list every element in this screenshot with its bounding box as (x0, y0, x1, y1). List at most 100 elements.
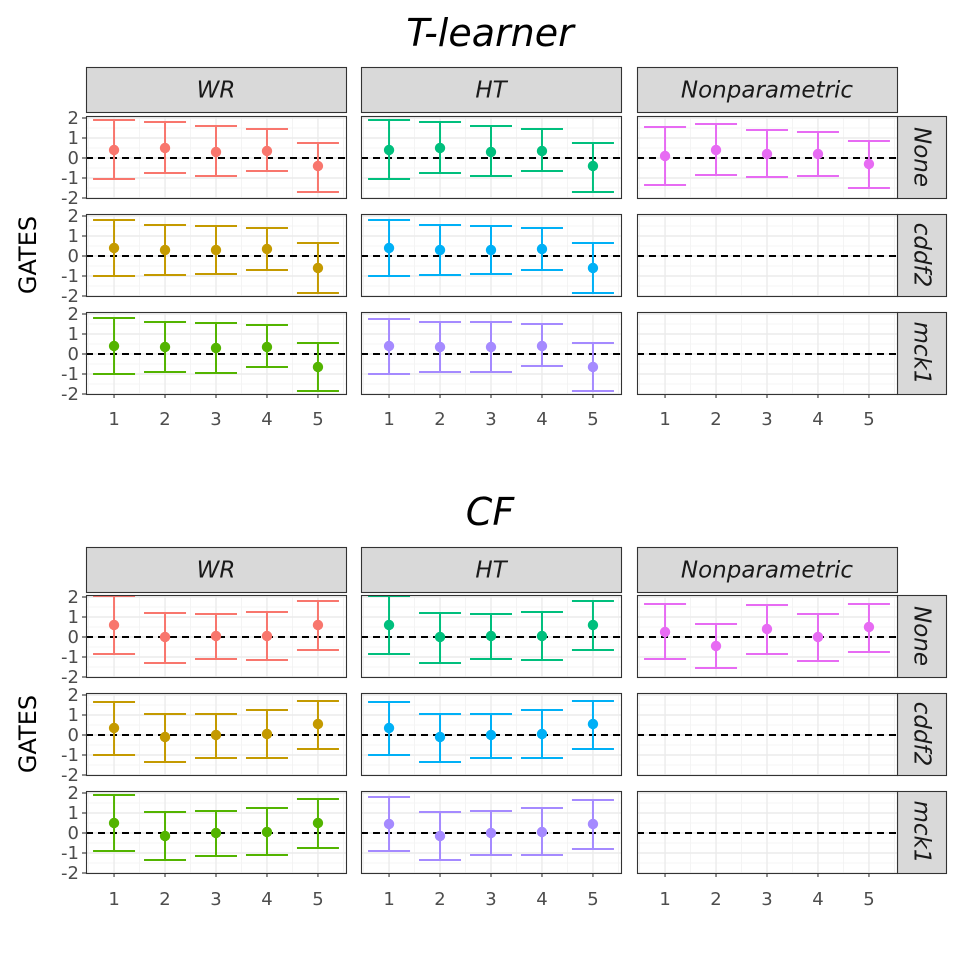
x-tick-label: 2 (159, 409, 170, 430)
x-tick-label: 4 (812, 889, 823, 910)
estimate-point (863, 621, 875, 633)
column-strip-label: HT (475, 78, 508, 104)
estimate-point (210, 630, 222, 642)
x-tick-label: 2 (710, 889, 721, 910)
y-tick-label: 2 (68, 685, 79, 706)
estimate-point (587, 619, 599, 631)
panel-border (636, 594, 899, 679)
estimate-point (108, 340, 120, 352)
y-tick-label: 1 (68, 607, 79, 628)
column-strip-label: Nonparametric (681, 558, 854, 584)
estimate-point (159, 830, 171, 842)
y-tick-label: -2 (61, 188, 79, 209)
x-tick-label: 3 (761, 409, 772, 430)
row-strip-label: cddf2 (909, 223, 935, 288)
estimate-point (587, 718, 599, 730)
panel-Nonparametric-cddf2 (636, 692, 899, 777)
panel-border (360, 115, 623, 200)
estimate-point (108, 144, 120, 156)
row-strip (896, 790, 948, 875)
x-tick-label: 1 (108, 409, 119, 430)
panel-border (360, 594, 623, 679)
estimate-point (108, 722, 120, 734)
panel-border (636, 115, 899, 200)
estimate-point (434, 830, 446, 842)
x-tick-label: 1 (659, 889, 670, 910)
estimate-point (312, 619, 324, 631)
estimate-point (812, 631, 824, 643)
x-tick-label: 5 (312, 889, 323, 910)
y-tick-label: 1 (68, 324, 79, 345)
y-tick-label: 0 (68, 148, 79, 169)
column-strip-label: WR (197, 558, 236, 584)
estimate-point (312, 160, 324, 172)
y-tick-label: -2 (61, 863, 79, 884)
estimate-point (587, 160, 599, 172)
x-tick-label: 1 (383, 889, 394, 910)
estimate-point (485, 146, 497, 158)
panel-border (85, 115, 348, 200)
estimate-point (812, 148, 824, 160)
estimate-point (863, 158, 875, 170)
x-tick-label: 5 (312, 409, 323, 430)
y-tick-label: 0 (68, 246, 79, 267)
y-tick-label: 0 (68, 627, 79, 648)
estimate-point (434, 631, 446, 643)
panel-Nonparametric-cddf2 (636, 213, 899, 298)
x-tick-label: 3 (210, 889, 221, 910)
x-tick-label: 3 (210, 409, 221, 430)
estimate-point (485, 630, 497, 642)
x-tick-label: 2 (434, 409, 445, 430)
estimate-point (159, 631, 171, 643)
estimate-point (210, 827, 222, 839)
panel-WR-cddf2 (85, 692, 348, 777)
y-tick-label: -1 (61, 843, 79, 864)
estimate-point (108, 619, 120, 631)
column-strip-label: HT (475, 558, 508, 584)
column-strip (85, 546, 348, 594)
row-strip (896, 594, 948, 679)
estimate-point (261, 341, 273, 353)
y-tick-label: 1 (68, 705, 79, 726)
panel-border (636, 692, 899, 777)
x-tick-label: 3 (485, 409, 496, 430)
y-tick-label: 1 (68, 803, 79, 824)
column-strip (360, 66, 623, 114)
x-tick-label: 5 (863, 889, 874, 910)
estimate-point (312, 262, 324, 274)
estimate-point (261, 728, 273, 740)
row-strip (896, 115, 948, 200)
y-tick-label: 0 (68, 725, 79, 746)
estimate-point (210, 729, 222, 741)
y-tick-label: -1 (61, 168, 79, 189)
panel-Nonparametric-mck1 (636, 311, 899, 396)
y-tick-label: -2 (61, 384, 79, 405)
panel-border (85, 213, 348, 298)
row-strip-label: mck1 (909, 321, 935, 384)
panel-border (360, 692, 623, 777)
estimate-point (159, 341, 171, 353)
column-strip (636, 546, 899, 594)
estimate-point (536, 243, 548, 255)
panel-border (360, 213, 623, 298)
estimate-point (710, 144, 722, 156)
estimate-point (587, 361, 599, 373)
estimate-point (536, 826, 548, 838)
panel-WR-mck1 (85, 311, 348, 396)
row-strip-label: None (909, 606, 935, 666)
x-tick-label: 4 (261, 889, 272, 910)
row-strip (896, 692, 948, 777)
estimate-point (761, 148, 773, 160)
panel-WR-mck1 (85, 790, 348, 875)
estimate-point (108, 242, 120, 254)
estimate-point (434, 341, 446, 353)
y-tick-label: 2 (68, 783, 79, 804)
estimate-point (383, 242, 395, 254)
row-strip (896, 213, 948, 298)
estimate-point (261, 826, 273, 838)
y-tick-label: 2 (68, 587, 79, 608)
estimate-point (536, 145, 548, 157)
y-tick-label: -1 (61, 647, 79, 668)
estimate-point (108, 817, 120, 829)
estimate-point (434, 142, 446, 154)
